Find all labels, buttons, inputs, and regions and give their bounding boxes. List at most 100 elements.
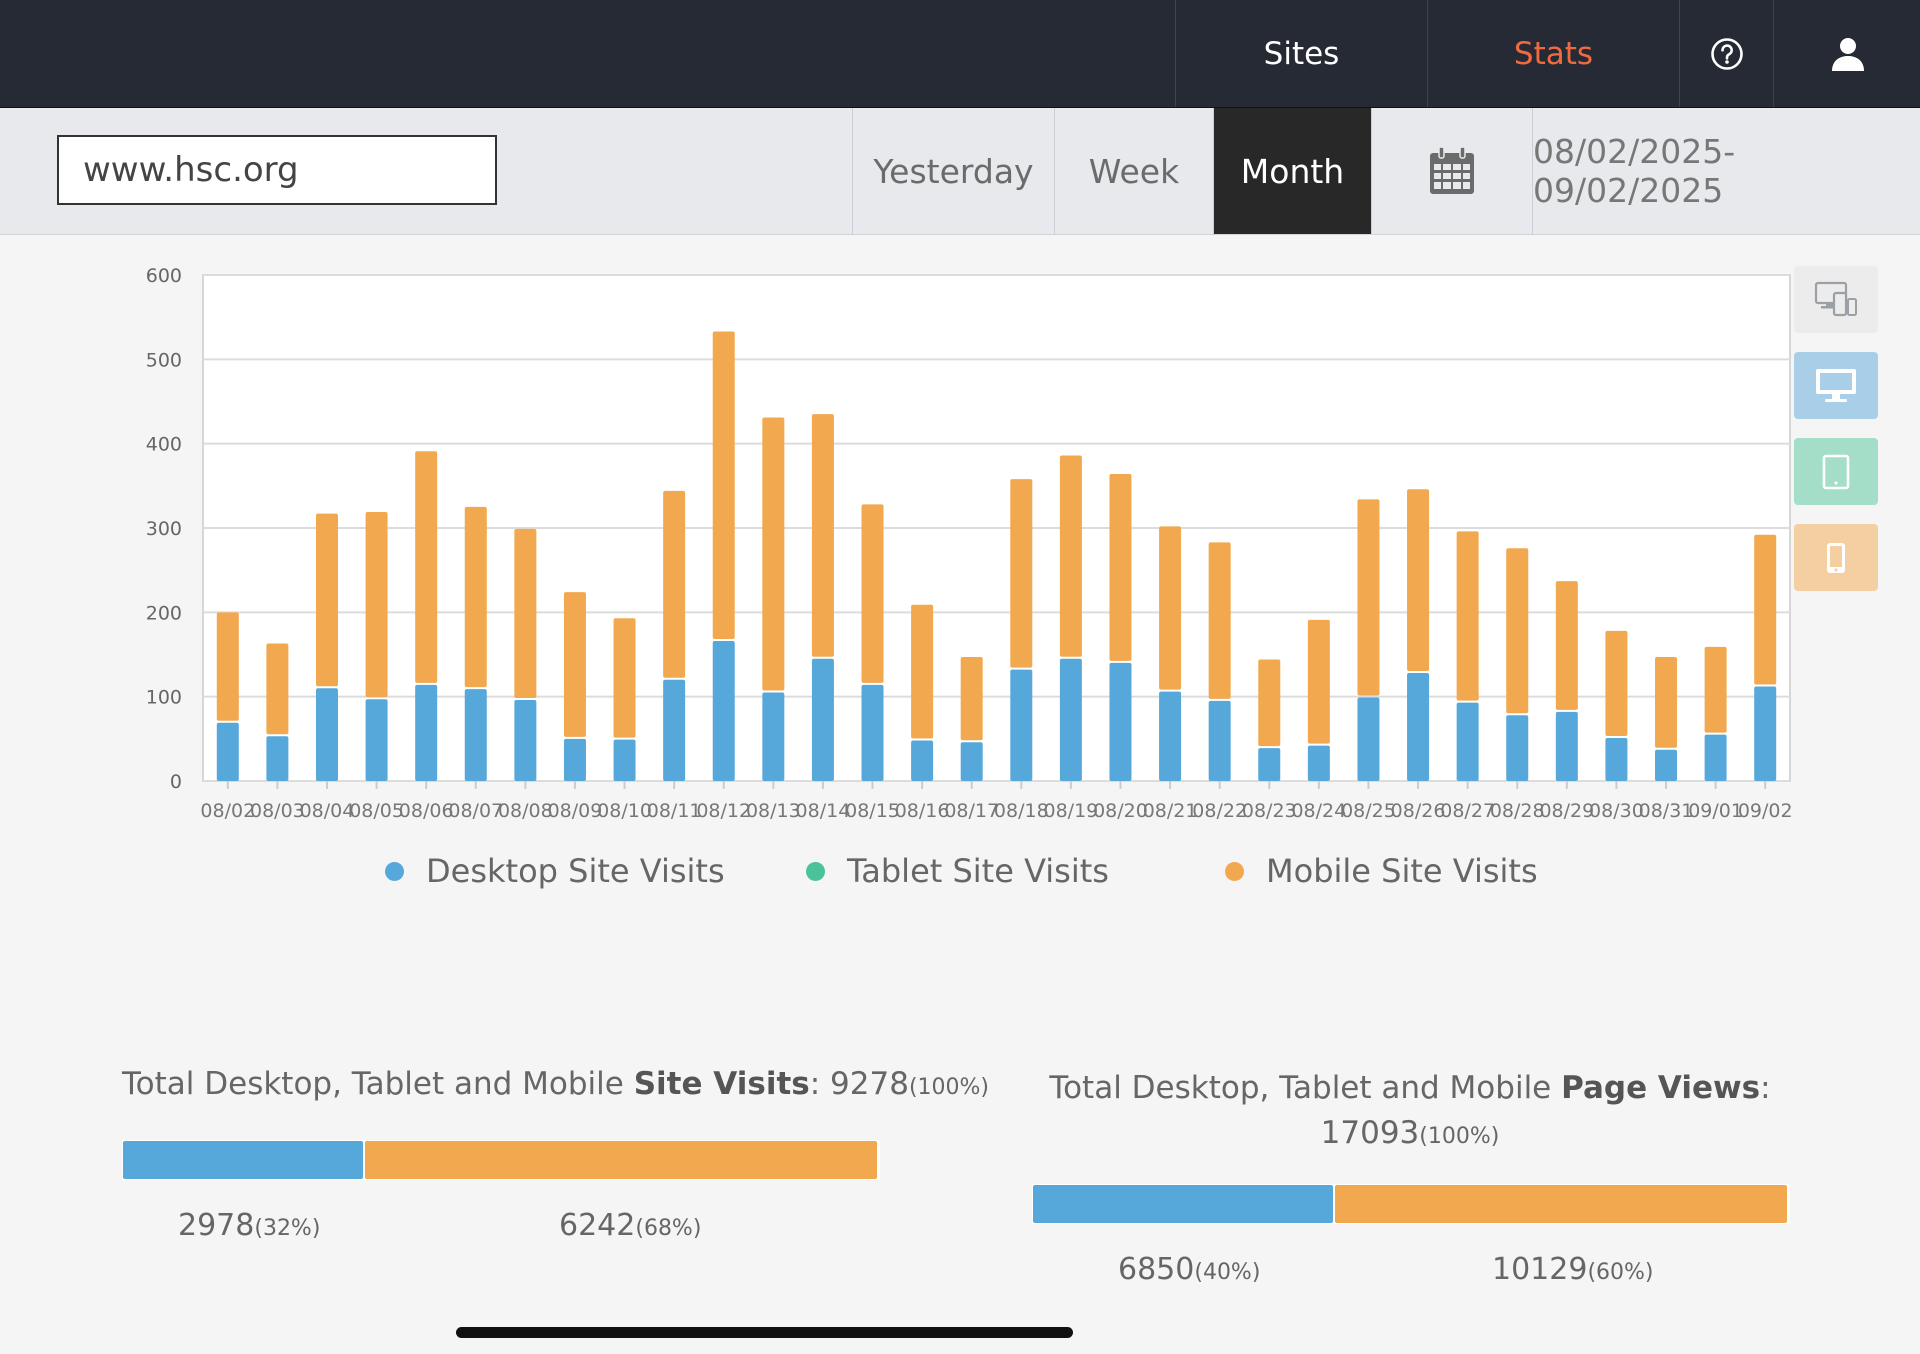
site-input[interactable] bbox=[57, 135, 497, 205]
y-tick-label: 600 bbox=[146, 265, 182, 287]
page-views-desktop-number: 6850 bbox=[1118, 1252, 1195, 1287]
bar-mobile-site-visits bbox=[1456, 531, 1479, 701]
calendar-button[interactable] bbox=[1371, 108, 1532, 234]
bar-desktop-site-visits bbox=[563, 738, 586, 781]
bar-desktop-site-visits bbox=[1010, 669, 1033, 781]
date-range-display[interactable]: 08/02/2025-09/02/2025 bbox=[1532, 108, 1920, 234]
bar-mobile-site-visits bbox=[563, 592, 586, 737]
x-tick-label: 08/31 bbox=[1639, 800, 1694, 822]
legend-mobile[interactable]: Mobile Site Visits bbox=[1225, 852, 1538, 890]
range-month-button[interactable]: Month bbox=[1213, 108, 1371, 234]
page-views-total-title: Total Desktop, Tablet and Mobile Page Vi… bbox=[1032, 1066, 1788, 1159]
legend-tablet[interactable]: Tablet Site Visits bbox=[806, 852, 1109, 890]
x-tick-label: 08/11 bbox=[647, 800, 702, 822]
bar-mobile-site-visits bbox=[861, 504, 884, 683]
bar-mobile-site-visits bbox=[762, 417, 785, 691]
site-visits-total-pct: (100%) bbox=[908, 1075, 989, 1100]
bar-desktop-site-visits bbox=[960, 742, 983, 781]
y-tick-label: 500 bbox=[146, 349, 182, 371]
page-views-mobile-pct: (60%) bbox=[1587, 1260, 1654, 1285]
date-toolbar: Yesterday Week Month 08/02/2025-09/02/20… bbox=[0, 108, 1920, 235]
bar-mobile-site-visits bbox=[365, 511, 388, 698]
x-tick-label: 08/12 bbox=[696, 800, 751, 822]
tablet-filter-button[interactable] bbox=[1794, 438, 1878, 505]
bar-desktop-site-visits bbox=[464, 689, 487, 781]
site-visits-mobile-pct: (68%) bbox=[635, 1216, 702, 1241]
bar-desktop-site-visits bbox=[712, 641, 735, 781]
bar-mobile-site-visits bbox=[1754, 534, 1777, 685]
x-tick-label: 08/02 bbox=[200, 800, 255, 822]
x-tick-label: 08/15 bbox=[845, 800, 900, 822]
bar-desktop-site-visits bbox=[1754, 686, 1777, 781]
top-nav-bar: Sites Stats bbox=[0, 0, 1920, 108]
bar-desktop-site-visits bbox=[1059, 658, 1082, 781]
desktop-icon bbox=[1816, 368, 1856, 402]
site-visits-title-bold: Site Visits bbox=[633, 1066, 810, 1102]
legend-dot-tablet bbox=[806, 861, 825, 881]
bar-mobile-site-visits bbox=[1407, 489, 1430, 672]
bar-mobile-site-visits bbox=[1357, 499, 1380, 696]
bar-mobile-site-visits bbox=[663, 490, 686, 678]
bar-mobile-site-visits bbox=[960, 657, 983, 741]
user-icon bbox=[1831, 37, 1864, 71]
page-views-desktop-value: 6850(40%) bbox=[1118, 1252, 1260, 1287]
legend-desktop[interactable]: Desktop Site Visits bbox=[385, 852, 725, 890]
bar-desktop-site-visits bbox=[1605, 737, 1628, 781]
legend-tablet-label: Tablet Site Visits bbox=[847, 852, 1109, 890]
bar-mobile-site-visits bbox=[811, 414, 834, 657]
bar-desktop-site-visits bbox=[1109, 662, 1132, 781]
x-tick-label: 08/20 bbox=[1093, 800, 1148, 822]
nav-sites[interactable]: Sites bbox=[1175, 0, 1427, 107]
legend-dot-mobile bbox=[1225, 861, 1244, 881]
chart-legend: Desktop Site Visits Tablet Site Visits M… bbox=[0, 852, 1920, 902]
bar-mobile-site-visits bbox=[911, 604, 934, 739]
site-visits-mobile-segment bbox=[365, 1141, 877, 1179]
y-tick-label: 300 bbox=[146, 518, 182, 540]
x-tick-label: 08/16 bbox=[895, 800, 950, 822]
site-visits-desktop-number: 2978 bbox=[178, 1208, 255, 1243]
help-button[interactable] bbox=[1679, 0, 1773, 107]
bar-mobile-site-visits bbox=[1506, 548, 1529, 714]
x-tick-label: 08/24 bbox=[1291, 800, 1346, 822]
page-views-title-suffix: : bbox=[1760, 1070, 1771, 1106]
x-tick-label: 08/04 bbox=[300, 800, 355, 822]
x-tick-label: 08/23 bbox=[1242, 800, 1297, 822]
x-tick-label: 09/02 bbox=[1738, 800, 1793, 822]
page-views-mobile-value: 10129(60%) bbox=[1492, 1252, 1654, 1287]
bar-mobile-site-visits bbox=[1059, 455, 1082, 657]
x-tick-label: 08/07 bbox=[448, 800, 503, 822]
range-yesterday-button[interactable]: Yesterday bbox=[852, 108, 1054, 234]
x-tick-label: 08/18 bbox=[994, 800, 1049, 822]
bar-desktop-site-visits bbox=[1456, 702, 1479, 781]
bar-desktop-site-visits bbox=[1357, 697, 1380, 781]
x-tick-label: 09/01 bbox=[1688, 800, 1743, 822]
mobile-icon bbox=[1827, 542, 1845, 573]
x-tick-label: 08/13 bbox=[746, 800, 801, 822]
desktop-filter-button[interactable] bbox=[1794, 352, 1878, 419]
site-visits-title-prefix: Total Desktop, Tablet and Mobile bbox=[122, 1066, 634, 1102]
x-tick-label: 08/25 bbox=[1341, 800, 1396, 822]
x-tick-label: 08/08 bbox=[498, 800, 553, 822]
bar-mobile-site-visits bbox=[1655, 657, 1678, 748]
all-devices-button[interactable] bbox=[1794, 266, 1878, 333]
page-views-desktop-pct: (40%) bbox=[1194, 1260, 1261, 1285]
bar-desktop-site-visits bbox=[861, 684, 884, 781]
bar-mobile-site-visits bbox=[1010, 479, 1033, 668]
bar-desktop-site-visits bbox=[415, 684, 438, 781]
bar-desktop-site-visits bbox=[1258, 748, 1281, 781]
mobile-filter-button[interactable] bbox=[1794, 524, 1878, 591]
site-visits-total: 9278 bbox=[830, 1066, 909, 1102]
x-tick-label: 08/17 bbox=[944, 800, 999, 822]
range-week-button[interactable]: Week bbox=[1054, 108, 1213, 234]
user-button[interactable] bbox=[1773, 0, 1920, 107]
page-views-mobile-segment bbox=[1335, 1185, 1787, 1223]
bar-desktop-site-visits bbox=[365, 699, 388, 781]
page-views-split-bar bbox=[1032, 1184, 1790, 1224]
site-visits-desktop-segment bbox=[123, 1141, 363, 1179]
nav-stats[interactable]: Stats bbox=[1427, 0, 1679, 107]
bar-mobile-site-visits bbox=[1307, 619, 1330, 744]
bar-mobile-site-visits bbox=[315, 513, 338, 687]
bar-desktop-site-visits bbox=[1506, 715, 1529, 781]
bar-desktop-site-visits bbox=[1704, 734, 1727, 781]
y-tick-label: 200 bbox=[146, 602, 182, 624]
